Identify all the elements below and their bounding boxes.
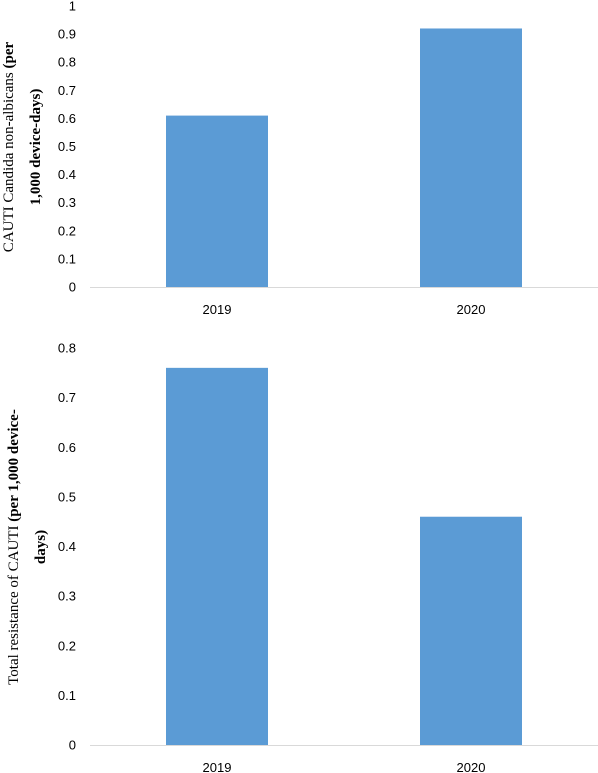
y-tick-label: 0.1 (58, 688, 76, 703)
y-tick-label: 0 (69, 280, 76, 295)
y-tick-label: 0.4 (58, 539, 76, 554)
y-axis-label: Total resistance of CAUTI (per 1,000 dev… (6, 409, 49, 685)
bar-2020 (420, 516, 522, 745)
y-axis-label-line2: 1,000 device-days) (28, 89, 44, 206)
y-tick-label: 0.6 (58, 440, 76, 455)
y-axis-label-line2: days) (33, 530, 49, 564)
x-tick-label: 2020 (457, 760, 486, 773)
chart-2: 0 0.1 0.2 0.3 0.4 0.5 0.6 0.7 0.8 2019 2020 Total r… (6, 341, 598, 773)
y-tick-label: 0.2 (58, 638, 76, 653)
y-tick-label: 0.7 (58, 83, 76, 98)
bar-2020 (420, 28, 522, 287)
y-axis-label-line1: CAUTI Candida non-albicans (per (1, 41, 17, 252)
bar-2019 (166, 115, 268, 287)
y-tick-label: 0 (69, 738, 76, 753)
y-tick-label: 0.9 (58, 27, 76, 42)
y-tick-label: 0.1 (58, 251, 76, 266)
y-tick-label: 0.6 (58, 111, 76, 126)
y-axis-label-line1: Total resistance of CAUTI (per 1,000 dev… (6, 409, 22, 685)
x-tick-label: 2020 (457, 302, 486, 317)
y-tick-label: 0.3 (58, 195, 76, 210)
y-tick-label: 0.4 (58, 167, 76, 182)
y-tick-label: 0.8 (58, 341, 76, 356)
y-tick-label: 0.5 (58, 139, 76, 154)
y-tick-label: 0.8 (58, 55, 76, 70)
y-axis-label: CAUTI Candida non-albicans (per 1,000 dev… (1, 41, 44, 252)
y-tick-label: 0.3 (58, 589, 76, 604)
x-tick-label: 2019 (203, 760, 232, 773)
chart-1: 0 0.1 0.2 0.3 0.4 0.5 0.6 0.7 0.8 0.9 1 2019 2020 CAU… (1, 0, 598, 317)
y-tick-label: 1 (69, 0, 76, 14)
y-tick-label: 0.2 (58, 223, 76, 238)
y-tick-label: 0.5 (58, 489, 76, 504)
y-tick-label: 0.7 (58, 390, 76, 405)
bar-2019 (166, 367, 268, 745)
x-tick-label: 2019 (203, 302, 232, 317)
